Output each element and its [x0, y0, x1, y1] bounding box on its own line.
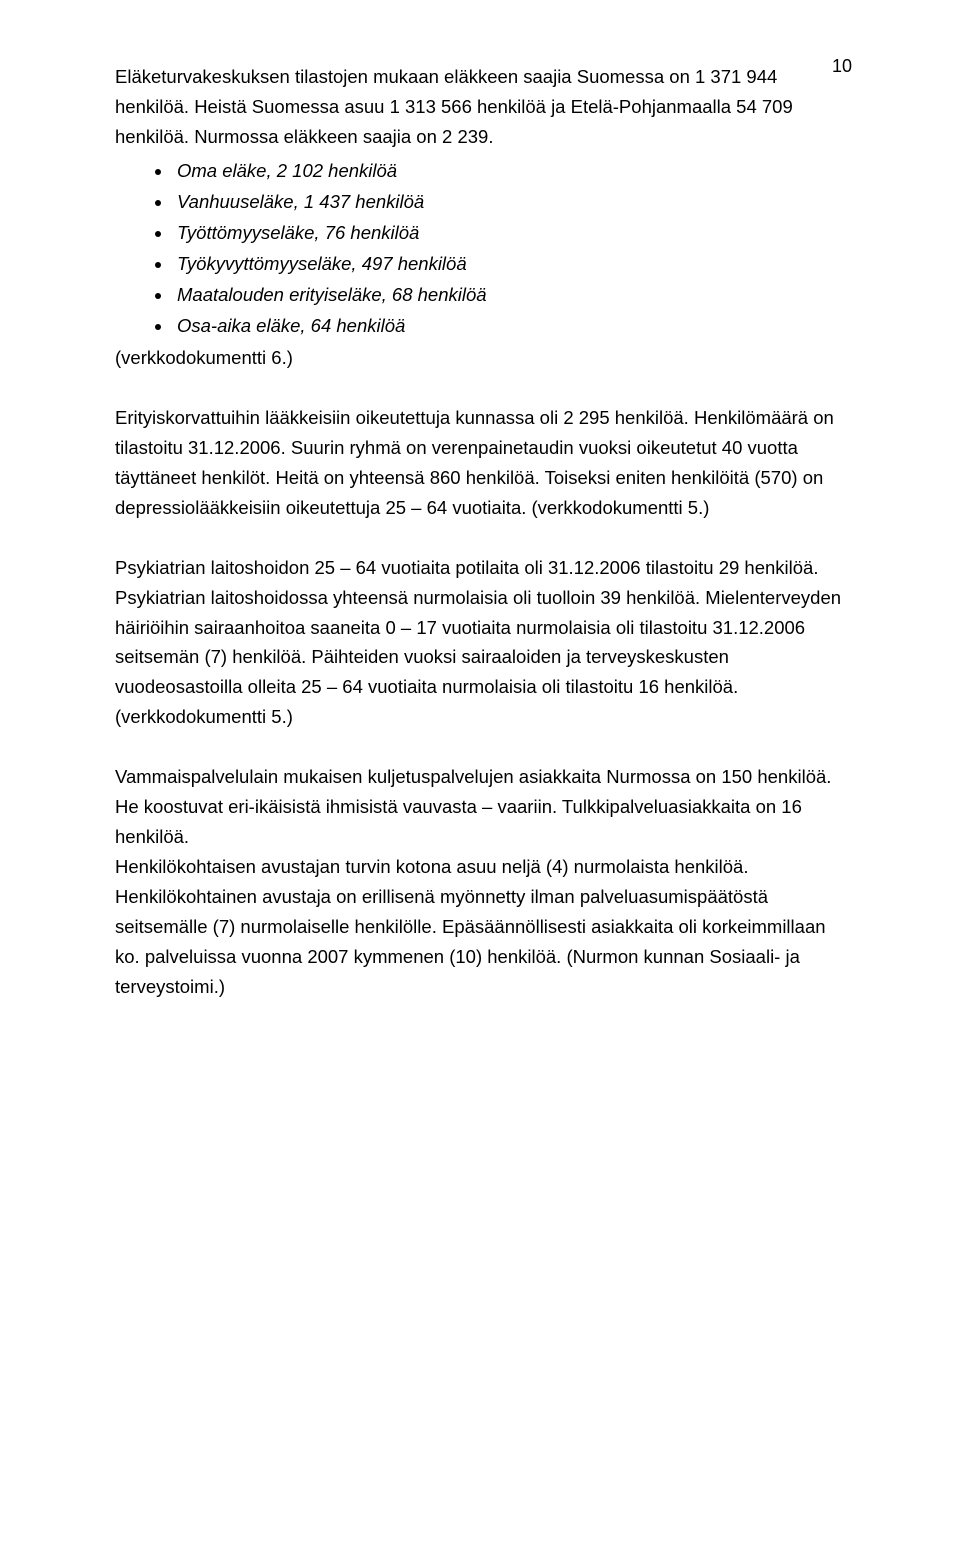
list-citation: (verkkodokumentti 6.) [115, 343, 850, 373]
paragraph-3: Psykiatrian laitoshoidon 25 – 64 vuotiai… [115, 553, 850, 733]
paragraph-4: Vammaispalvelulain mukaisen kuljetuspalv… [115, 762, 850, 852]
paragraph-1: Eläketurvakeskuksen tilastojen mukaan el… [115, 62, 850, 152]
pension-list: Oma eläke, 2 102 henkilöä Vanhuuseläke, … [115, 156, 850, 341]
list-item: Työttömyyseläke, 76 henkilöä [173, 218, 850, 248]
list-item: Vanhuuseläke, 1 437 henkilöä [173, 187, 850, 217]
list-item: Osa-aika eläke, 64 henkilöä [173, 311, 850, 341]
page-number: 10 [832, 56, 852, 77]
paragraph-2: Erityiskorvattuihin lääkkeisiin oikeutet… [115, 403, 850, 523]
list-item: Työkyvyttömyyseläke, 497 henkilöä [173, 249, 850, 279]
paragraph-4b: Henkilökohtaisen avustajan turvin kotona… [115, 852, 850, 1002]
document-page: 10 Eläketurvakeskuksen tilastojen mukaan… [0, 0, 960, 1565]
list-item: Oma eläke, 2 102 henkilöä [173, 156, 850, 186]
list-item: Maatalouden erityiseläke, 68 henkilöä [173, 280, 850, 310]
